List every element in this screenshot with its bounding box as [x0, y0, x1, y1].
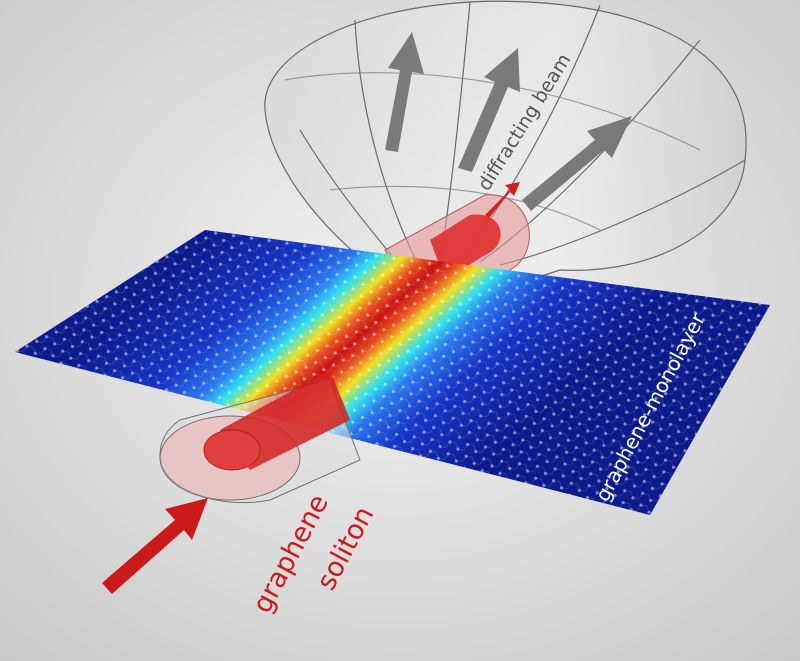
diffraction-cone [264, 0, 747, 295]
incident-arrow [102, 498, 208, 594]
graphene-sheet [15, 230, 770, 515]
beam-arrows [385, 32, 632, 211]
soliton-cylinder-front [159, 370, 361, 504]
